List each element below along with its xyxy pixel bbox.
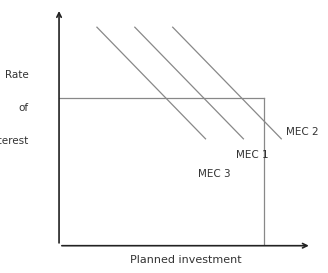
Text: MEC 2: MEC 2 — [286, 127, 319, 137]
Text: MEC 1: MEC 1 — [236, 150, 268, 161]
Text: interest: interest — [0, 136, 29, 146]
Text: Planned investment: Planned investment — [130, 255, 241, 265]
Text: of: of — [19, 103, 29, 113]
Text: Rate: Rate — [5, 70, 29, 80]
Text: MEC 3: MEC 3 — [198, 170, 231, 179]
